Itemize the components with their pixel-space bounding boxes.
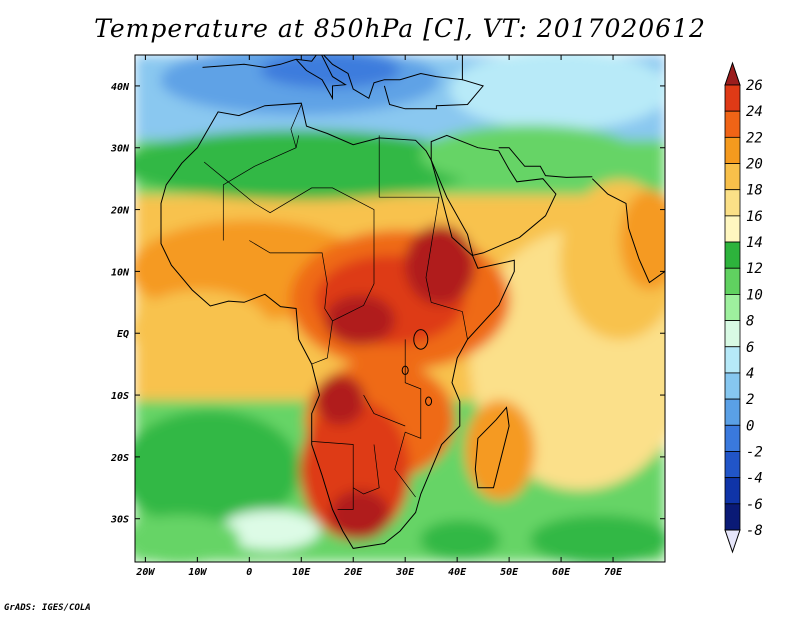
colorbar-bin [724,241,741,269]
x-tick-label: 60E [552,567,571,578]
colorbar-bin [724,189,741,217]
temperature-region-28 [420,520,500,560]
temperature-region-17 [405,225,475,305]
country-border-6 [363,394,406,427]
arabia-coastline [430,134,557,256]
colorbar-label: -4 [746,471,763,487]
colorbar-label: 6 [746,340,754,356]
temperature-map [135,55,665,562]
persian-gulf-coastline [498,147,593,178]
temperature-region-7 [620,190,665,290]
colorbar-label: 4 [746,366,754,382]
map-frame [134,54,666,563]
country-border-9 [290,104,302,148]
colorbar-label: 10 [746,287,763,303]
colorbar-label: -2 [746,444,763,460]
colorbar-label: 8 [746,314,754,330]
colorbar-label: 12 [746,261,763,277]
y-tick-label: 10S [111,391,129,402]
country-border-7 [222,135,300,241]
chart-title: Temperature at 850hPa [C], VT: 201702061… [94,14,706,43]
italy-coastline [295,55,347,101]
madagascar-coastline [474,406,510,489]
temperature-region-22 [315,375,365,425]
colorbar-bin [724,346,741,374]
temperature-region-12 [420,125,640,185]
y-tick-label: 20S [110,453,129,464]
europe-coastline [202,55,463,100]
colorbar-label: 18 [746,183,763,199]
y-tick-label: 40N [111,82,130,93]
colorbar-bin [724,451,741,479]
temperature-region-23 [135,410,300,530]
x-tick-label: 40E [448,567,467,578]
y-tick-label: 30S [110,515,129,526]
y-tick-label: 10N [111,267,130,278]
temperature-region-11 [135,130,480,200]
y-tick-label: 30N [110,144,130,155]
x-tick-label: 20E [343,567,363,578]
x-tick-label: 10E [292,567,311,578]
colorbar-label: 16 [746,209,763,225]
temperature-region-24 [220,510,320,550]
axis-ticks: 20W 10W 0 10E 20E 30E 40E 50E 60E 70E 40N 30N 20N 10N… [110,55,665,578]
country-border-4 [311,441,354,510]
colorbar-top-arrow [724,61,741,86]
x-tick-label: 30E [395,567,415,578]
colorbar-label: 14 [746,235,763,251]
colorbar-bin [724,215,741,243]
x-tick-label: 10W [188,567,207,578]
country-border-3 [394,339,422,498]
colorbar-label: -8 [746,523,763,539]
footer-credit: GrADS: IGES/COLA [4,603,91,613]
colorbar-label: 2 [746,392,754,408]
country-border-5 [353,444,380,495]
colorbar-bottom-arrow [724,529,741,554]
colorbar-label: 24 [746,104,763,120]
temperature-region-14 [135,290,270,370]
colorbar-label: 0 [746,418,754,434]
colorbar-bin [724,320,741,348]
colorbar-bin [724,84,741,112]
colorbar-label: -6 [746,497,763,513]
x-tick-label: 70E [604,567,623,578]
y-tick-label: EQ [117,329,129,340]
x-tick-label: 0 [246,567,252,578]
country-border-1 [249,240,333,322]
colorbar-bin [724,267,741,295]
colorbar-bin [724,477,741,505]
colorbar-bin [724,503,741,531]
colorbar-bin [724,372,741,400]
india-coastline [591,55,665,284]
colorbar-bin [724,294,741,321]
turkey-coastline [383,79,484,110]
colorbar-label: 20 [746,157,763,173]
lake-outline-2 [425,396,433,406]
colorbar-bin [724,398,741,426]
country-border-0 [203,161,375,365]
temperature-region-9 [450,55,665,130]
colorbar-bin [724,136,741,164]
africa-coastline [160,102,515,549]
colorbar-label: 26 [746,78,763,94]
coastlines-borders [160,55,665,549]
colorbar-label: 22 [746,130,763,146]
temperature-region-26 [465,400,535,500]
temperature-region-25 [135,515,240,562]
x-tick-label: 50E [500,567,519,578]
x-tick-label: 20W [135,567,155,578]
colorbar-bin [724,424,741,452]
y-tick-label: 20N [110,206,130,217]
temperature-region-21 [330,490,390,540]
lake-outline-1 [401,365,409,376]
temperature-region-27 [530,515,665,562]
lake-outline-0 [413,329,429,350]
temperature-region-18 [325,295,395,345]
colorbar-bin [724,163,741,191]
temperature-region-10 [260,55,400,88]
colorbar-bin [724,110,741,138]
country-border-2 [379,196,468,340]
